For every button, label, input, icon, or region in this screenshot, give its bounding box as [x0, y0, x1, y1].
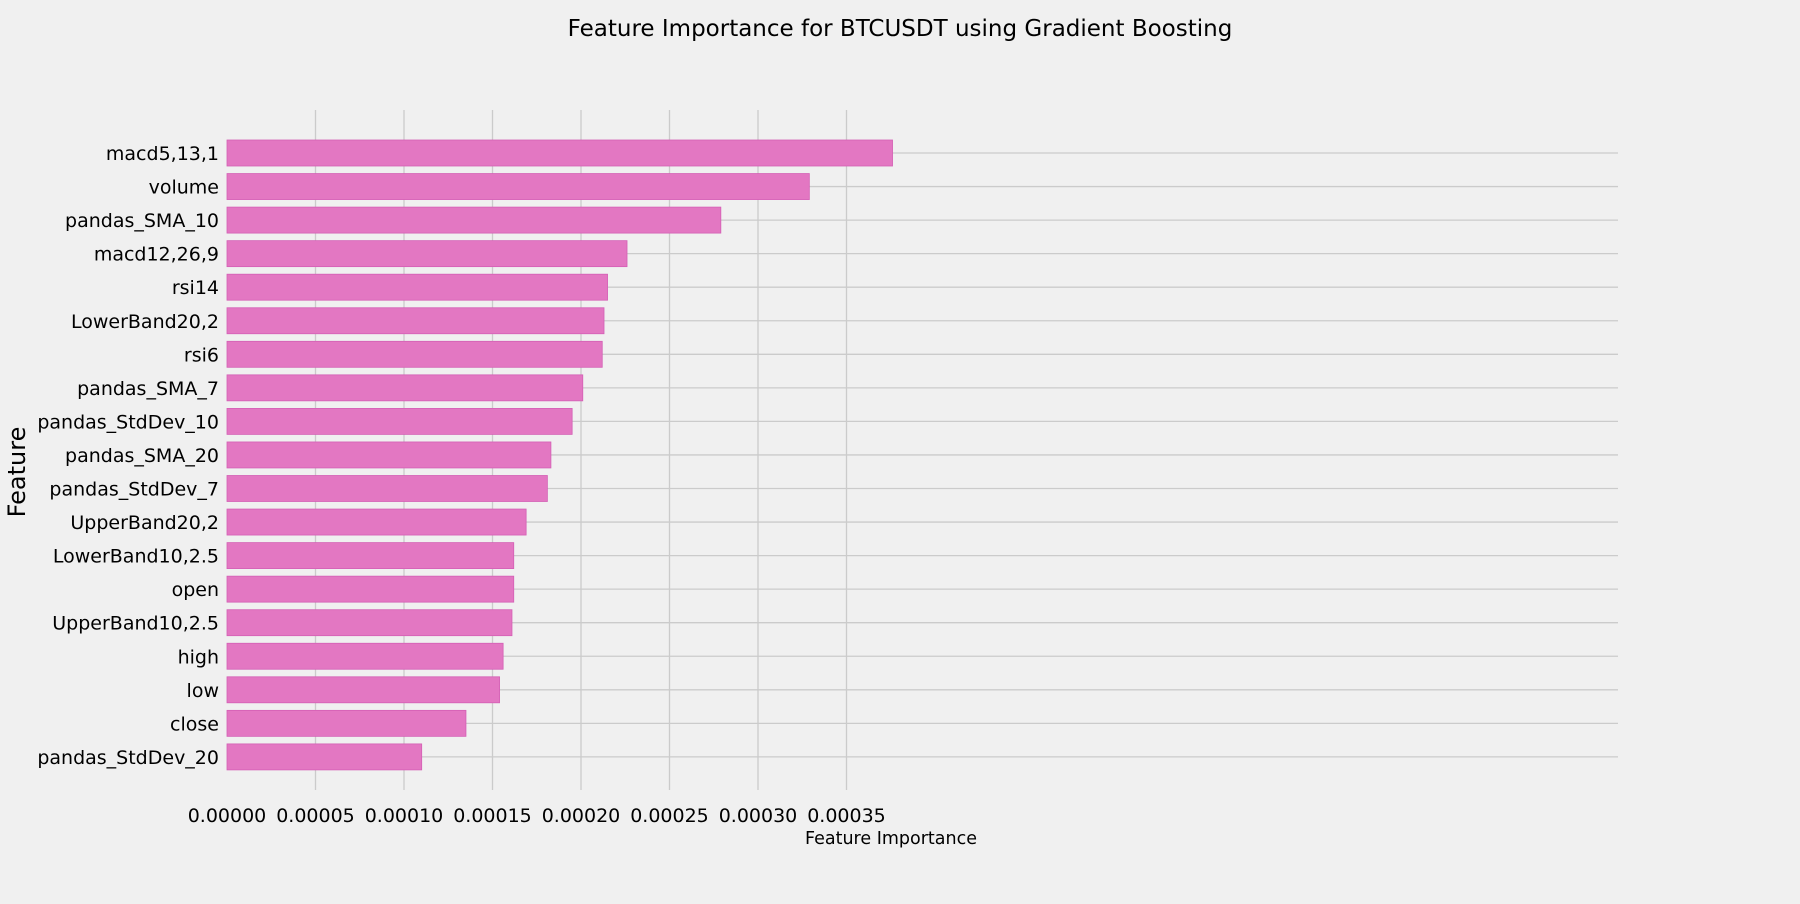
- y-tick-label: LowerBand20,2: [71, 311, 219, 333]
- y-tick-label: macd12,26,9: [94, 244, 219, 266]
- x-tick-label: 0.00015: [453, 805, 532, 827]
- y-tick-label: low: [187, 680, 219, 702]
- bar-open: [226, 575, 515, 603]
- y-tick-label: volume: [149, 177, 219, 199]
- bar-macd5,13,1: [226, 139, 893, 167]
- bar-layer: [226, 139, 893, 771]
- tick-layer: 0.00000 0.00005 0.00010 0.00015 0.00020 0.000…: [37, 143, 885, 827]
- y-tick-label: pandas_StdDev_20: [37, 747, 219, 769]
- y-tick-label: pandas_SMA_10: [65, 210, 219, 232]
- y-tick-label: rsi6: [184, 344, 219, 366]
- y-tick-label: UpperBand20,2: [70, 512, 219, 534]
- x-axis-title: Feature Importance: [805, 829, 977, 849]
- y-tick-label: high: [178, 646, 219, 668]
- y-axis-title: Feature: [3, 427, 31, 518]
- bar-macd12,26,9: [226, 240, 628, 268]
- y-tick-label: pandas_StdDev_7: [49, 479, 219, 501]
- bar-pandas_StdDev_7: [226, 475, 548, 502]
- bar-LowerBand20,2: [226, 307, 605, 335]
- bar-LowerBand10,2.5: [226, 542, 515, 569]
- y-tick-label: pandas_SMA_7: [77, 378, 219, 400]
- y-tick-label: macd5,13,1: [106, 143, 219, 165]
- bar-high: [226, 642, 504, 670]
- bar-rsi14: [226, 273, 608, 301]
- x-tick-label: 0.00020: [542, 805, 621, 827]
- bar-UpperBand10,2.5: [226, 609, 513, 637]
- bar-UpperBand20,2: [226, 508, 527, 536]
- y-tick-label: open: [172, 579, 219, 601]
- bar-pandas_SMA_10: [226, 206, 722, 234]
- x-tick-label: 0.00030: [719, 805, 798, 827]
- x-tick-label: 0.00005: [276, 805, 355, 827]
- bar-pandas_SMA_7: [226, 374, 584, 402]
- y-tick-label: pandas_SMA_20: [65, 445, 219, 467]
- x-tick-label: 0.00010: [365, 805, 444, 827]
- bar-pandas_StdDev_20: [226, 743, 423, 771]
- y-tick-label: rsi14: [172, 277, 219, 299]
- bar-rsi6: [226, 340, 603, 368]
- x-tick-label: 0.00000: [188, 805, 267, 827]
- bar-volume: [226, 173, 810, 200]
- x-tick-label: 0.00025: [630, 805, 709, 827]
- bar-close: [226, 709, 467, 737]
- bar-low: [226, 676, 500, 704]
- y-tick-label: pandas_StdDev_10: [37, 411, 219, 433]
- bar-pandas_StdDev_10: [226, 407, 573, 435]
- bar-pandas_SMA_20: [226, 441, 552, 469]
- y-tick-label: LowerBand10,2.5: [53, 546, 219, 568]
- y-tick-label: UpperBand10,2.5: [52, 613, 219, 635]
- chart-title: Feature Importance for BTCUSDT using Gra…: [568, 16, 1233, 42]
- y-tick-label: close: [170, 713, 219, 735]
- x-tick-label: 0.00035: [807, 805, 886, 827]
